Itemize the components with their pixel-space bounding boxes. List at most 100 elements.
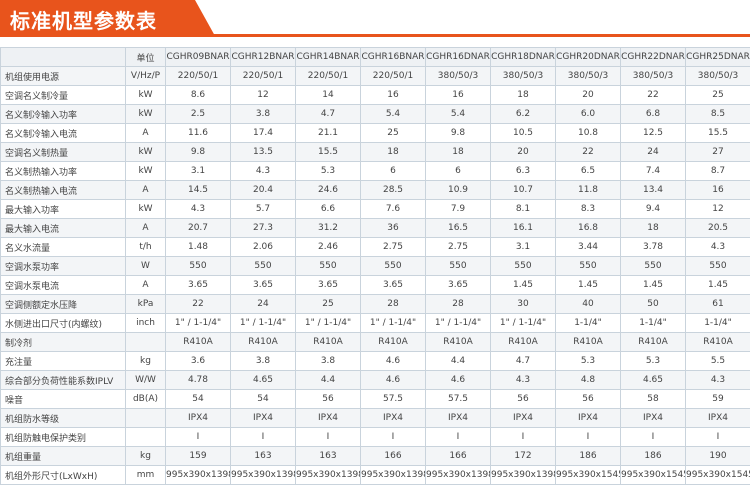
cell: 5.3 [295, 161, 361, 181]
cell: 1" / 1-1/4" [360, 313, 426, 333]
row-label: 机组重量 [0, 446, 126, 466]
cell: 220/50/1 [295, 66, 361, 86]
row-label: 机组防触电保护类别 [0, 427, 126, 447]
cell: 12.5 [620, 123, 686, 143]
cell: 166 [425, 446, 491, 466]
cell: 4.78 [165, 370, 231, 390]
cell: I [685, 427, 750, 447]
row-label: 空调水泵电流 [0, 275, 126, 295]
cell: 15.5 [295, 142, 361, 162]
cell: 163 [230, 446, 296, 466]
cell: 380/50/3 [620, 66, 686, 86]
cell: I [295, 427, 361, 447]
cell: I [555, 427, 621, 447]
cell: 3.78 [620, 237, 686, 257]
cell: 995x390x1398 [230, 465, 296, 485]
cell: 12 [685, 199, 750, 219]
cell: 4.4 [425, 351, 491, 371]
table-row: 充注量 kg 3.6 3.8 3.8 4.6 4.4 4.7 5.3 5.3 5.5 [0, 351, 750, 371]
cell: 7.4 [620, 161, 686, 181]
cell: I [230, 427, 296, 447]
cell: 27 [685, 142, 750, 162]
cell: R410A [620, 332, 686, 352]
cell: 6.6 [295, 199, 361, 219]
header-rule [0, 34, 750, 37]
table-row: 最大输入功率 kW 4.3 5.7 6.6 7.6 7.9 8.1 8.3 9.4 12 [0, 199, 750, 219]
cell: 6.0 [555, 104, 621, 124]
row-label: 噪音 [0, 389, 126, 409]
cell: 5.5 [685, 351, 750, 371]
cell: 550 [555, 256, 621, 276]
cell: 50 [620, 294, 686, 314]
cell: kW [125, 142, 166, 162]
cell: IPX4 [685, 408, 750, 428]
cell: 3.1 [165, 161, 231, 181]
cell: 18 [360, 142, 426, 162]
cell: 1-1/4" [685, 313, 750, 333]
cell: CGHR25DNAR [685, 47, 750, 67]
cell: 3.8 [295, 351, 361, 371]
row-label [0, 47, 126, 67]
cell: 2.5 [165, 104, 231, 124]
row-label: 制冷剂 [0, 332, 126, 352]
cell: t/h [125, 237, 166, 257]
cell: 1" / 1-1/4" [165, 313, 231, 333]
cell: A [125, 123, 166, 143]
cell: 4.65 [620, 370, 686, 390]
cell: 17.4 [230, 123, 296, 143]
cell: 3.65 [295, 275, 361, 295]
table-row: 噪音 dB(A) 54 54 56 57.5 57.5 56 56 58 59 [0, 389, 750, 409]
row-label: 水侧进出口尺寸(内螺纹) [0, 313, 126, 333]
cell: 15.5 [685, 123, 750, 143]
cell: 4.3 [685, 370, 750, 390]
table-row: 机组使用电源 V/Hz/P 220/50/1 220/50/1 220/50/1 220/… [0, 66, 750, 86]
cell: 1.45 [685, 275, 750, 295]
row-label: 综合部分负荷性能系数IPLV [0, 370, 126, 390]
cell: 550 [165, 256, 231, 276]
cell: 25 [685, 85, 750, 105]
cell: 4.7 [490, 351, 556, 371]
cell: 3.65 [425, 275, 491, 295]
cell: 28 [360, 294, 426, 314]
cell: 166 [360, 446, 426, 466]
cell: mm [125, 465, 166, 485]
cell: 22 [620, 85, 686, 105]
row-label: 空调名义制热量 [0, 142, 126, 162]
cell: 6 [360, 161, 426, 181]
table-row: 名义制热输入电流 A 14.5 20.4 24.6 28.5 10.9 10.7 11.8 13.… [0, 180, 750, 200]
cell: 25 [360, 123, 426, 143]
cell: 28 [425, 294, 491, 314]
cell: 21.1 [295, 123, 361, 143]
cell: 27.3 [230, 218, 296, 238]
cell: 10.9 [425, 180, 491, 200]
cell: 16.1 [490, 218, 556, 238]
cell: A [125, 218, 166, 238]
cell: 1" / 1-1/4" [425, 313, 491, 333]
cell: 6.5 [555, 161, 621, 181]
cell: 380/50/3 [425, 66, 491, 86]
cell: 4.65 [230, 370, 296, 390]
cell: 5.4 [425, 104, 491, 124]
cell: 20.7 [165, 218, 231, 238]
row-label: 机组外形尺寸(LxWxH) [0, 465, 126, 485]
table-row: 空调水泵功率 W 550 550 550 550 550 550 550 550 550 [0, 256, 750, 276]
cell [125, 427, 166, 447]
cell: 9.8 [165, 142, 231, 162]
table-row: 名义水流量 t/h 1.48 2.06 2.46 2.75 2.75 3.1 3.44 3.78 4… [0, 237, 750, 257]
cell: 1.45 [620, 275, 686, 295]
cell: 6.3 [490, 161, 556, 181]
table-row: 水侧进出口尺寸(内螺纹) inch 1" / 1-1/4" 1" / 1-1/4" 1"… [0, 313, 750, 333]
row-label: 名义制冷输入电流 [0, 123, 126, 143]
cell: 4.7 [295, 104, 361, 124]
table-row: 机组防水等级 IPX4 IPX4 IPX4 IPX4 IPX4 IPX4 IPX4 IPX4 IP… [0, 408, 750, 428]
table-row: 单位 CGHR09BNAR CGHR12BNAR CGHR14BNAR CGHR16BN… [0, 47, 750, 67]
cell: 14 [295, 85, 361, 105]
table-row: 综合部分负荷性能系数IPLV W/W 4.78 4.65 4.4 4.6 4.6 4.3 4.8… [0, 370, 750, 390]
cell: 16.5 [425, 218, 491, 238]
cell: R410A [165, 332, 231, 352]
cell: 380/50/3 [555, 66, 621, 86]
cell: 36 [360, 218, 426, 238]
row-label: 名义制热输入电流 [0, 180, 126, 200]
cell: R410A [685, 332, 750, 352]
table-row: 空调水泵电流 A 3.65 3.65 3.65 3.65 3.65 1.45 1.45 1.45 1… [0, 275, 750, 295]
